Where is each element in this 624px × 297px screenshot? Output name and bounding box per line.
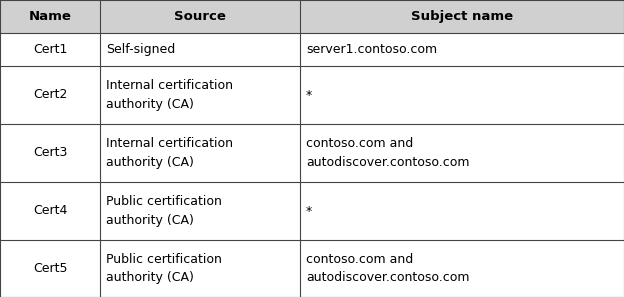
Text: Cert2: Cert2: [33, 89, 67, 102]
Text: Cert4: Cert4: [33, 205, 67, 217]
Text: Cert5: Cert5: [32, 262, 67, 275]
Text: contoso.com and
autodiscover.contoso.com: contoso.com and autodiscover.contoso.com: [306, 137, 469, 169]
Text: Cert3: Cert3: [33, 146, 67, 159]
Bar: [0, 0, 624, 33]
Text: server1.contoso.com: server1.contoso.com: [306, 43, 437, 56]
Text: Cert1: Cert1: [33, 43, 67, 56]
Text: Name: Name: [29, 10, 71, 23]
Text: Internal certification
authority (CA): Internal certification authority (CA): [106, 137, 233, 169]
Text: Public certification
authority (CA): Public certification authority (CA): [106, 195, 222, 227]
Text: Public certification
authority (CA): Public certification authority (CA): [106, 253, 222, 284]
Text: *: *: [306, 89, 312, 102]
Text: contoso.com and
autodiscover.contoso.com: contoso.com and autodiscover.contoso.com: [306, 253, 469, 284]
Bar: [0, 124, 624, 182]
Text: Source: Source: [174, 10, 226, 23]
Text: Self-signed: Self-signed: [106, 43, 175, 56]
Bar: [0, 182, 624, 240]
Text: Internal certification
authority (CA): Internal certification authority (CA): [106, 79, 233, 111]
Text: Subject name: Subject name: [411, 10, 513, 23]
Bar: [0, 66, 624, 124]
Bar: [0, 33, 624, 66]
Bar: [0, 240, 624, 297]
Text: *: *: [306, 205, 312, 217]
